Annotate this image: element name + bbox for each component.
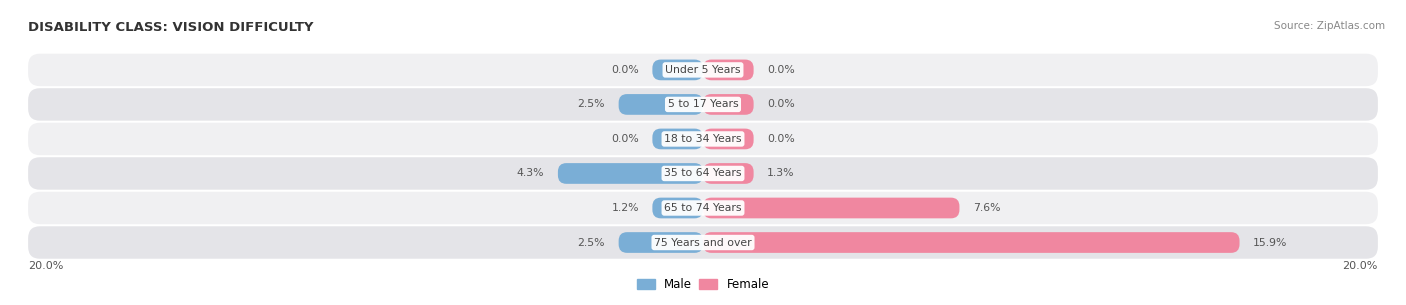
- Text: 2.5%: 2.5%: [578, 238, 605, 248]
- Text: Source: ZipAtlas.com: Source: ZipAtlas.com: [1274, 21, 1385, 31]
- FancyBboxPatch shape: [28, 226, 1378, 259]
- Text: 2.5%: 2.5%: [578, 99, 605, 109]
- FancyBboxPatch shape: [652, 59, 703, 80]
- FancyBboxPatch shape: [28, 88, 1378, 121]
- FancyBboxPatch shape: [28, 54, 1378, 86]
- Text: 0.0%: 0.0%: [768, 99, 794, 109]
- Text: 0.0%: 0.0%: [612, 65, 638, 75]
- Text: 0.0%: 0.0%: [612, 134, 638, 144]
- Text: 5 to 17 Years: 5 to 17 Years: [668, 99, 738, 109]
- Text: 18 to 34 Years: 18 to 34 Years: [664, 134, 742, 144]
- Text: 20.0%: 20.0%: [1343, 261, 1378, 271]
- Text: DISABILITY CLASS: VISION DIFFICULTY: DISABILITY CLASS: VISION DIFFICULTY: [28, 21, 314, 34]
- FancyBboxPatch shape: [703, 232, 1240, 253]
- Text: 0.0%: 0.0%: [768, 134, 794, 144]
- FancyBboxPatch shape: [652, 129, 703, 149]
- FancyBboxPatch shape: [28, 192, 1378, 224]
- Text: 1.3%: 1.3%: [768, 168, 794, 178]
- Text: 15.9%: 15.9%: [1253, 238, 1288, 248]
- FancyBboxPatch shape: [703, 129, 754, 149]
- FancyBboxPatch shape: [558, 163, 703, 184]
- Text: Under 5 Years: Under 5 Years: [665, 65, 741, 75]
- FancyBboxPatch shape: [28, 157, 1378, 190]
- FancyBboxPatch shape: [619, 232, 703, 253]
- Text: 4.3%: 4.3%: [517, 168, 544, 178]
- FancyBboxPatch shape: [703, 198, 959, 218]
- Text: 0.0%: 0.0%: [768, 65, 794, 75]
- Text: 35 to 64 Years: 35 to 64 Years: [664, 168, 742, 178]
- FancyBboxPatch shape: [703, 59, 754, 80]
- FancyBboxPatch shape: [28, 123, 1378, 155]
- Text: 1.2%: 1.2%: [612, 203, 638, 213]
- FancyBboxPatch shape: [619, 94, 703, 115]
- FancyBboxPatch shape: [652, 198, 703, 218]
- Text: 65 to 74 Years: 65 to 74 Years: [664, 203, 742, 213]
- Text: 75 Years and over: 75 Years and over: [654, 238, 752, 248]
- FancyBboxPatch shape: [703, 163, 754, 184]
- Legend: Male, Female: Male, Female: [633, 274, 773, 296]
- FancyBboxPatch shape: [703, 94, 754, 115]
- Text: 20.0%: 20.0%: [28, 261, 63, 271]
- Text: 7.6%: 7.6%: [973, 203, 1001, 213]
